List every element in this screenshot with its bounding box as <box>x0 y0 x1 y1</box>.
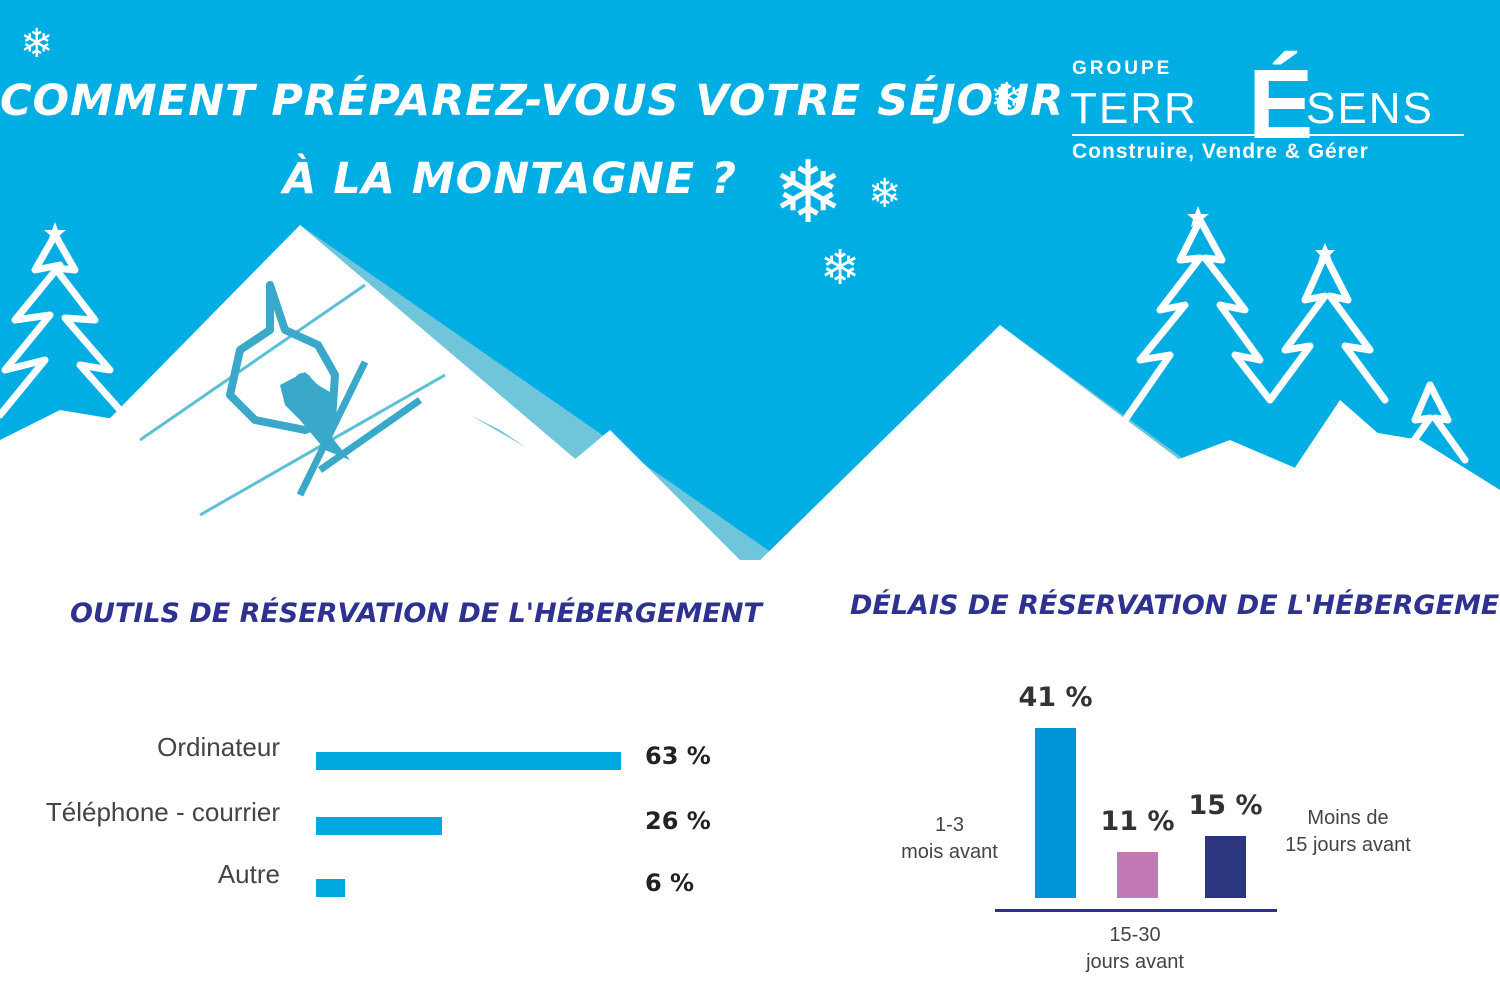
chart-title-delays: DÉLAIS DE RÉSERVATION DE L'HÉBERGEMENT <box>850 590 1500 621</box>
company-logo: GROUPE TERR É SENS Construire, Vendre & … <box>1066 44 1476 174</box>
bar-category-label: Ordinateur <box>157 732 280 762</box>
logo-accent-letter: É <box>1248 49 1314 159</box>
snowflake-icon: ❄ <box>990 75 1024 121</box>
bar-value-label: 11 % <box>1100 806 1175 837</box>
logo-name-part-2: SENS <box>1306 84 1434 133</box>
logo-name-part-1: TERR <box>1070 84 1198 133</box>
bar-category-label-line: 1-3 <box>935 814 964 836</box>
bar-value-label: 6 % <box>645 869 695 897</box>
logo-divider <box>1072 134 1464 136</box>
snowflake-icon: ❄ <box>20 21 54 67</box>
bar-category-label: Autre <box>217 859 280 889</box>
chart-title-tools: OUTILS DE RÉSERVATION DE L'HÉBERGEMENT <box>70 598 762 629</box>
bar-category-label-line: 15-30 <box>1109 924 1161 946</box>
snowflake-icon: ❄ <box>868 171 902 217</box>
bar-category-label: 15-30 jours avant <box>1075 922 1195 976</box>
star-icon <box>44 222 66 243</box>
bar-category-label-line: mois avant <box>901 841 998 863</box>
bar <box>1117 852 1158 898</box>
bar-value-label: 15 % <box>1188 790 1263 821</box>
bar <box>316 879 345 897</box>
page-title: COMMENT PRÉPAREZ-VOUS VOTRE SÉJOUR À LA … <box>0 62 1065 218</box>
pine-tree-icon <box>0 231 124 419</box>
star-icon <box>1187 206 1209 227</box>
bar-value-label: 41 % <box>1018 682 1093 713</box>
page-title-line-2: À LA MONTAGNE ? <box>282 154 738 204</box>
bar-category-label: Moins de 15 jours avant <box>1278 805 1418 859</box>
bar <box>1205 836 1246 898</box>
chairlift-icon <box>139 281 446 517</box>
pine-tree-icon <box>1266 251 1469 464</box>
logo-tagline: Construire, Vendre & Gérer <box>1072 140 1369 163</box>
bar-category-label-line: Moins de <box>1307 807 1389 829</box>
bar <box>1035 728 1076 898</box>
chart-baseline <box>995 909 1277 912</box>
bar-category-label: 1-3 mois avant <box>892 812 1007 866</box>
mountain-middle <box>430 430 760 580</box>
mountain-right-shadow <box>1000 325 1240 500</box>
snowflake-icon: ❄ <box>772 143 845 243</box>
bar-category-label-line: jours avant <box>1086 951 1184 973</box>
bar <box>316 817 442 835</box>
bar <box>316 752 621 770</box>
bar-value-label: 63 % <box>645 742 711 770</box>
snow-hill-left <box>0 400 160 580</box>
pine-tree-icon <box>1121 216 1274 424</box>
snowflake-icon: ❄ <box>820 240 861 296</box>
page-title-line-1: COMMENT PRÉPAREZ-VOUS VOTRE SÉJOUR <box>0 76 1065 126</box>
logo-groupe-text: GROUPE <box>1072 58 1173 79</box>
star-icon <box>1315 243 1335 262</box>
bar-category-label-line: 15 jours avant <box>1285 834 1411 856</box>
bar-category-label: Téléphone - courrier <box>45 797 280 827</box>
bar-value-label: 26 % <box>645 807 711 835</box>
snow-hill-right <box>1150 430 1500 580</box>
